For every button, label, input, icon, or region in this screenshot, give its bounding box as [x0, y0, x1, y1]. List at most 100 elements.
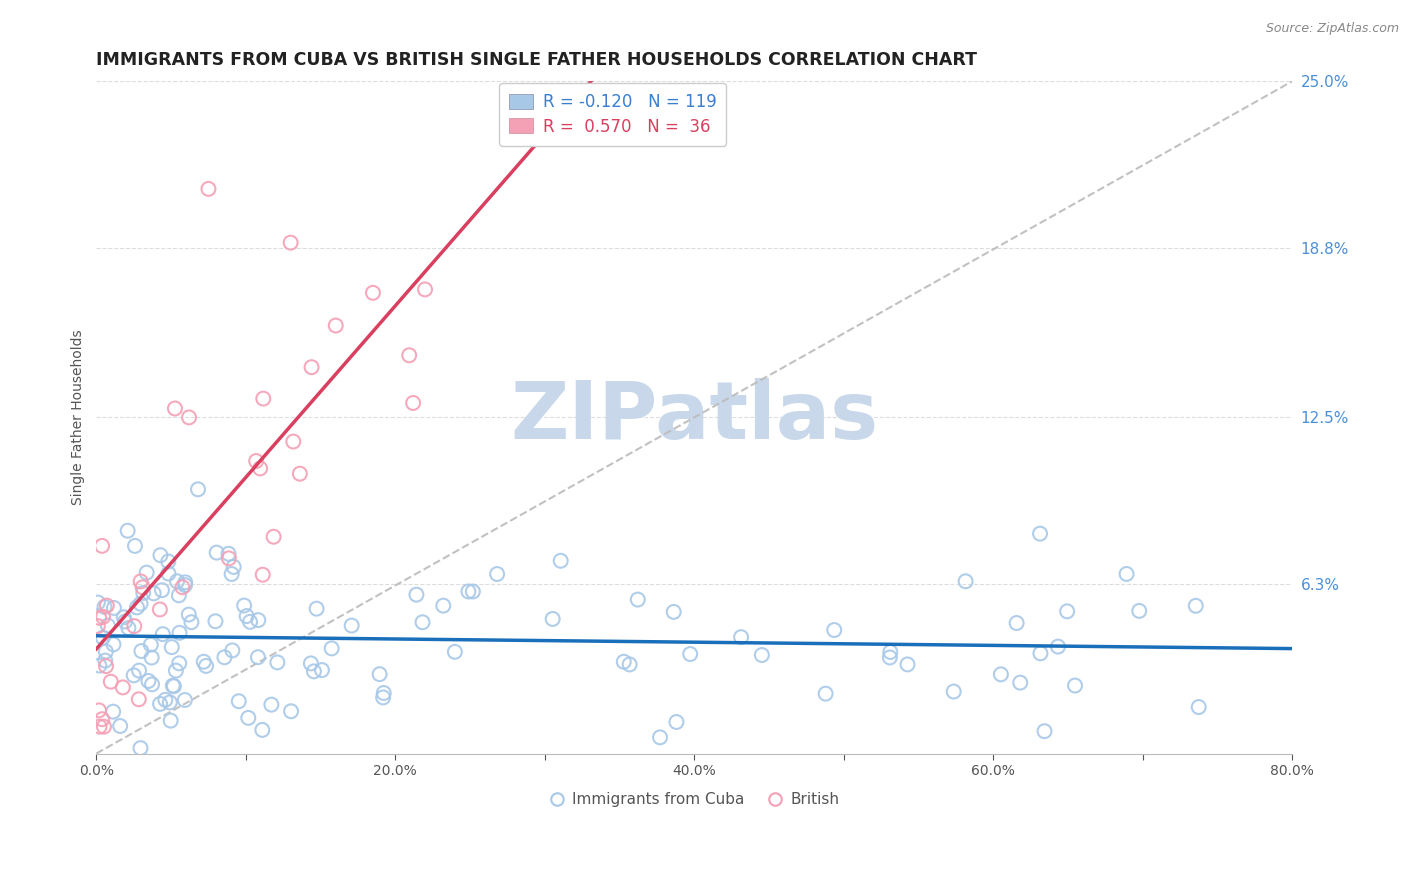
Point	[405, 588, 427, 602]
Point	[162, 679, 184, 693]
Point	[155, 693, 177, 707]
Point	[94, 659, 117, 673]
Point	[138, 673, 160, 688]
Point	[169, 625, 191, 640]
Point	[238, 711, 260, 725]
Point	[541, 612, 564, 626]
Point	[413, 282, 436, 296]
Point	[112, 610, 135, 624]
Point	[228, 694, 250, 708]
Point	[648, 731, 671, 745]
Point	[239, 615, 262, 629]
Point	[361, 285, 384, 300]
Point	[93, 599, 115, 614]
Point	[461, 584, 484, 599]
Point	[444, 645, 467, 659]
Point	[159, 695, 181, 709]
Point	[89, 658, 111, 673]
Point	[163, 401, 186, 416]
Point	[197, 182, 219, 196]
Point	[398, 348, 420, 362]
Point	[814, 687, 837, 701]
Point	[173, 693, 195, 707]
Point	[96, 599, 118, 613]
Point	[235, 609, 257, 624]
Point	[160, 640, 183, 654]
Point	[1005, 615, 1028, 630]
Point	[87, 619, 110, 633]
Point	[302, 665, 325, 679]
Point	[177, 607, 200, 622]
Point	[1115, 566, 1137, 581]
Point	[152, 627, 174, 641]
Point	[125, 600, 148, 615]
Point	[205, 546, 228, 560]
Point	[91, 712, 114, 726]
Text: IMMIGRANTS FROM CUBA VS BRITISH SINGLE FATHER HOUSEHOLDS CORRELATION CHART: IMMIGRANTS FROM CUBA VS BRITISH SINGLE F…	[97, 51, 977, 69]
Point	[128, 692, 150, 706]
Point	[218, 551, 240, 566]
Point	[301, 360, 323, 375]
Text: Source: ZipAtlas.com: Source: ZipAtlas.com	[1265, 22, 1399, 36]
Point	[266, 656, 288, 670]
Point	[177, 410, 200, 425]
Point	[204, 614, 226, 628]
Point	[321, 641, 343, 656]
Point	[163, 679, 186, 693]
Point	[172, 580, 194, 594]
Point	[665, 714, 688, 729]
Y-axis label: Single Father Households: Single Father Households	[72, 330, 86, 505]
Point	[129, 574, 152, 589]
Point	[167, 588, 190, 602]
Point	[730, 630, 752, 644]
Point	[93, 720, 115, 734]
Point	[174, 575, 197, 590]
Point	[150, 583, 173, 598]
Point	[1029, 526, 1052, 541]
Point	[457, 584, 479, 599]
Text: ZIPatlas: ZIPatlas	[510, 378, 879, 457]
Point	[117, 621, 139, 635]
Point	[486, 567, 509, 582]
Point	[340, 618, 363, 632]
Point	[990, 667, 1012, 681]
Point	[280, 704, 302, 718]
Point	[87, 596, 110, 610]
Point	[1188, 700, 1211, 714]
Point	[247, 613, 270, 627]
Point	[283, 434, 305, 449]
Point	[139, 638, 162, 652]
Point	[124, 619, 146, 633]
Point	[942, 684, 965, 698]
Point	[1128, 604, 1150, 618]
Point	[117, 524, 139, 538]
Point	[91, 539, 114, 553]
Point	[550, 554, 572, 568]
Point	[371, 690, 394, 705]
Point	[193, 655, 215, 669]
Point	[432, 599, 454, 613]
Point	[246, 650, 269, 665]
Point	[252, 567, 274, 582]
Point	[103, 601, 125, 615]
Point	[679, 647, 702, 661]
Point	[128, 664, 150, 678]
Point	[214, 650, 236, 665]
Point	[218, 547, 240, 561]
Point	[157, 554, 180, 568]
Point	[129, 741, 152, 756]
Point	[97, 618, 120, 632]
Point	[187, 483, 209, 497]
Point	[955, 574, 977, 589]
Point	[252, 392, 274, 406]
Point	[245, 454, 267, 468]
Point	[94, 644, 117, 658]
Point	[149, 602, 172, 616]
Point	[402, 396, 425, 410]
Point	[174, 578, 197, 592]
Point	[129, 597, 152, 611]
Point	[288, 467, 311, 481]
Point	[142, 586, 165, 600]
Point	[111, 681, 134, 695]
Point	[141, 677, 163, 691]
